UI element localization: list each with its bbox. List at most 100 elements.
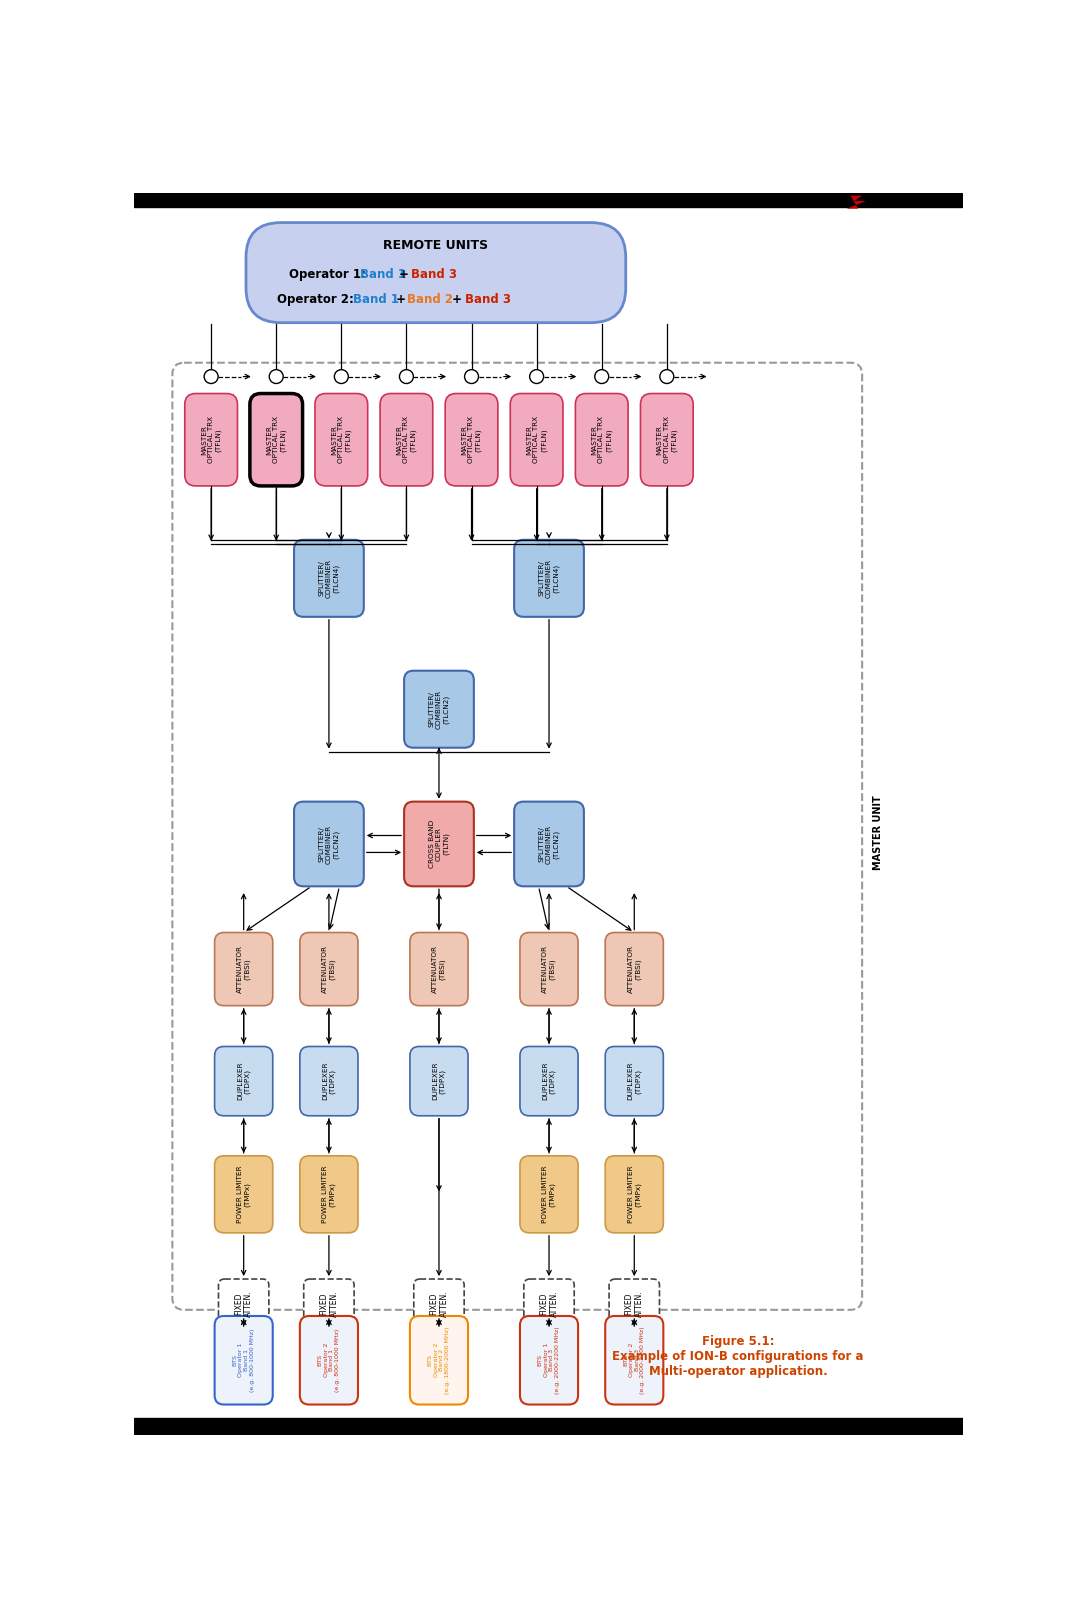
- Text: Operator 2:: Operator 2:: [277, 293, 358, 306]
- Text: SPLITTER/
COMBINER
(TLCN2): SPLITTER/ COMBINER (TLCN2): [539, 825, 559, 863]
- FancyBboxPatch shape: [215, 1155, 273, 1232]
- Text: Band 3: Band 3: [465, 293, 511, 306]
- Text: MASTER
OPTICAL TRX
(TFLN): MASTER OPTICAL TRX (TFLN): [591, 416, 611, 464]
- Circle shape: [529, 369, 544, 383]
- Text: CROSS BAND
COUPLER
(TLTN): CROSS BAND COUPLER (TLTN): [429, 820, 449, 868]
- Text: FIXED
ATTEN.: FIXED ATTEN.: [430, 1290, 449, 1318]
- Text: FIXED
ATTEN.: FIXED ATTEN.: [624, 1290, 644, 1318]
- FancyBboxPatch shape: [300, 1047, 358, 1116]
- Text: POWER LIMITER
(TMPx): POWER LIMITER (TMPx): [237, 1166, 250, 1223]
- Circle shape: [269, 369, 283, 383]
- Text: Band 2: Band 2: [407, 293, 453, 306]
- FancyBboxPatch shape: [304, 1279, 354, 1329]
- FancyBboxPatch shape: [605, 1047, 664, 1116]
- Text: SPLITTER/
COMBINER
(TLCN4): SPLITTER/ COMBINER (TLCN4): [319, 559, 339, 598]
- FancyBboxPatch shape: [409, 1047, 468, 1116]
- Text: BTS
Operator 2
Band 1
(e.g. 800-1000 MHz): BTS Operator 2 Band 1 (e.g. 800-1000 MHz…: [317, 1329, 340, 1392]
- Text: FIXED
ATTEN.: FIXED ATTEN.: [540, 1290, 559, 1318]
- Text: +: +: [399, 267, 413, 280]
- FancyBboxPatch shape: [514, 802, 584, 886]
- Text: BTS
Operator 2
Band 3
(e.g. 2000-2200 MHz): BTS Operator 2 Band 3 (e.g. 2000-2200 MH…: [623, 1326, 646, 1394]
- Text: Band 1: Band 1: [353, 293, 399, 306]
- Text: BTS
Operator 2
Band 2
(e.g. 1800-2000 MHz): BTS Operator 2 Band 2 (e.g. 1800-2000 MH…: [428, 1326, 450, 1394]
- Text: POWER LIMITER
(TMPx): POWER LIMITER (TMPx): [542, 1166, 556, 1223]
- FancyBboxPatch shape: [605, 933, 664, 1005]
- Circle shape: [204, 369, 218, 383]
- Text: ATTENUATOR
(TBSI): ATTENUATOR (TBSI): [628, 946, 641, 992]
- FancyBboxPatch shape: [250, 393, 303, 487]
- Text: MN024-010: MN024-010: [149, 1419, 221, 1432]
- Text: FIXED
ATTEN.: FIXED ATTEN.: [320, 1290, 339, 1318]
- Text: MASTER
OPTICAL TRX
(TFLN): MASTER OPTICAL TRX (TFLN): [201, 416, 221, 464]
- Text: +: +: [391, 293, 409, 306]
- FancyBboxPatch shape: [575, 393, 629, 487]
- Polygon shape: [847, 195, 866, 209]
- FancyBboxPatch shape: [215, 1047, 273, 1116]
- FancyBboxPatch shape: [524, 1279, 574, 1329]
- Circle shape: [465, 369, 479, 383]
- Text: SPLITTER/
COMBINER
(TLCN2): SPLITTER/ COMBINER (TLCN2): [429, 690, 449, 728]
- Text: ATTENUATOR
(TBSI): ATTENUATOR (TBSI): [542, 946, 556, 992]
- Text: SPLITTER/
COMBINER
(TLCN2): SPLITTER/ COMBINER (TLCN2): [319, 825, 339, 863]
- FancyBboxPatch shape: [185, 393, 237, 487]
- FancyBboxPatch shape: [520, 1316, 578, 1405]
- Text: DUPLEXER
(TDPX): DUPLEXER (TDPX): [628, 1062, 641, 1100]
- FancyBboxPatch shape: [520, 1155, 578, 1232]
- FancyBboxPatch shape: [246, 222, 625, 322]
- Text: +: +: [448, 293, 466, 306]
- Text: MASTER
OPTICAL TRX
(TFLN): MASTER OPTICAL TRX (TFLN): [397, 416, 417, 464]
- FancyBboxPatch shape: [605, 1155, 664, 1232]
- Text: MASTER
OPTICAL TRX
(TFLN): MASTER OPTICAL TRX (TFLN): [331, 416, 352, 464]
- FancyBboxPatch shape: [404, 802, 474, 886]
- FancyBboxPatch shape: [609, 1279, 660, 1329]
- Text: DUPLEXER
(TDPX): DUPLEXER (TDPX): [237, 1062, 250, 1100]
- Text: BTS
Operator 1
Band 3
(e.g. 2000-2200 MHz): BTS Operator 1 Band 3 (e.g. 2000-2200 MH…: [538, 1326, 560, 1394]
- Text: POWER LIMITER
(TMPx): POWER LIMITER (TMPx): [322, 1166, 336, 1223]
- FancyBboxPatch shape: [605, 1316, 664, 1405]
- Text: Operator 1:: Operator 1:: [289, 267, 370, 280]
- FancyBboxPatch shape: [300, 1155, 358, 1232]
- Text: BTS
Operator 1
Band 1
(e.g. 800-1000 MHz): BTS Operator 1 Band 1 (e.g. 800-1000 MHz…: [232, 1329, 254, 1392]
- Text: MASTER UNIT: MASTER UNIT: [872, 796, 883, 870]
- Text: ATTENUATOR
(TBSI): ATTENUATOR (TBSI): [322, 946, 336, 992]
- Text: MASTER
OPTICAL TRX
(TFLN): MASTER OPTICAL TRX (TFLN): [526, 416, 547, 464]
- Text: POWER LIMITER
(TMPx): POWER LIMITER (TMPx): [628, 1166, 641, 1223]
- Circle shape: [335, 369, 348, 383]
- Text: DUPLEXER
(TDPX): DUPLEXER (TDPX): [432, 1062, 446, 1100]
- FancyBboxPatch shape: [510, 393, 563, 487]
- FancyBboxPatch shape: [414, 1279, 464, 1329]
- Text: ATTENUATOR
(TBSI): ATTENUATOR (TBSI): [237, 946, 250, 992]
- Text: DUPLEXER
(TDPX): DUPLEXER (TDPX): [542, 1062, 556, 1100]
- FancyBboxPatch shape: [215, 1316, 273, 1405]
- Text: 157: 157: [924, 1419, 947, 1432]
- Circle shape: [400, 369, 414, 383]
- FancyBboxPatch shape: [520, 1047, 578, 1116]
- FancyBboxPatch shape: [409, 1316, 468, 1405]
- FancyBboxPatch shape: [300, 933, 358, 1005]
- Text: SPLITTER/
COMBINER
(TLCN4): SPLITTER/ COMBINER (TLCN4): [539, 559, 559, 598]
- Text: Figure 5.1:
Example of ION-B configurations for a
Multi-operator application.: Figure 5.1: Example of ION-B configurati…: [613, 1334, 864, 1377]
- FancyBboxPatch shape: [445, 393, 498, 487]
- Text: MASTER
OPTICAL TRX
(TFLN): MASTER OPTICAL TRX (TFLN): [656, 416, 677, 464]
- Text: ANDREW.: ANDREW.: [863, 193, 944, 208]
- Circle shape: [660, 369, 673, 383]
- FancyBboxPatch shape: [404, 670, 474, 748]
- FancyBboxPatch shape: [640, 393, 693, 487]
- FancyBboxPatch shape: [300, 1316, 358, 1405]
- Text: Band 1: Band 1: [360, 267, 406, 280]
- Text: DUPLEXER
(TDPX): DUPLEXER (TDPX): [322, 1062, 336, 1100]
- FancyBboxPatch shape: [215, 933, 273, 1005]
- FancyBboxPatch shape: [315, 393, 368, 487]
- Text: MASTER
OPTICAL TRX
(TFLN): MASTER OPTICAL TRX (TFLN): [462, 416, 482, 464]
- Circle shape: [594, 369, 608, 383]
- Text: Band 3: Band 3: [412, 267, 458, 280]
- FancyBboxPatch shape: [381, 393, 433, 487]
- Text: MASTER
OPTICAL TRX
(TFLN): MASTER OPTICAL TRX (TFLN): [266, 416, 286, 464]
- FancyBboxPatch shape: [294, 540, 363, 617]
- FancyBboxPatch shape: [520, 933, 578, 1005]
- FancyBboxPatch shape: [218, 1279, 269, 1329]
- FancyBboxPatch shape: [409, 933, 468, 1005]
- Text: REMOTE UNITS: REMOTE UNITS: [384, 238, 489, 253]
- Text: FIXED
ATTEN.: FIXED ATTEN.: [234, 1290, 253, 1318]
- FancyBboxPatch shape: [294, 802, 363, 886]
